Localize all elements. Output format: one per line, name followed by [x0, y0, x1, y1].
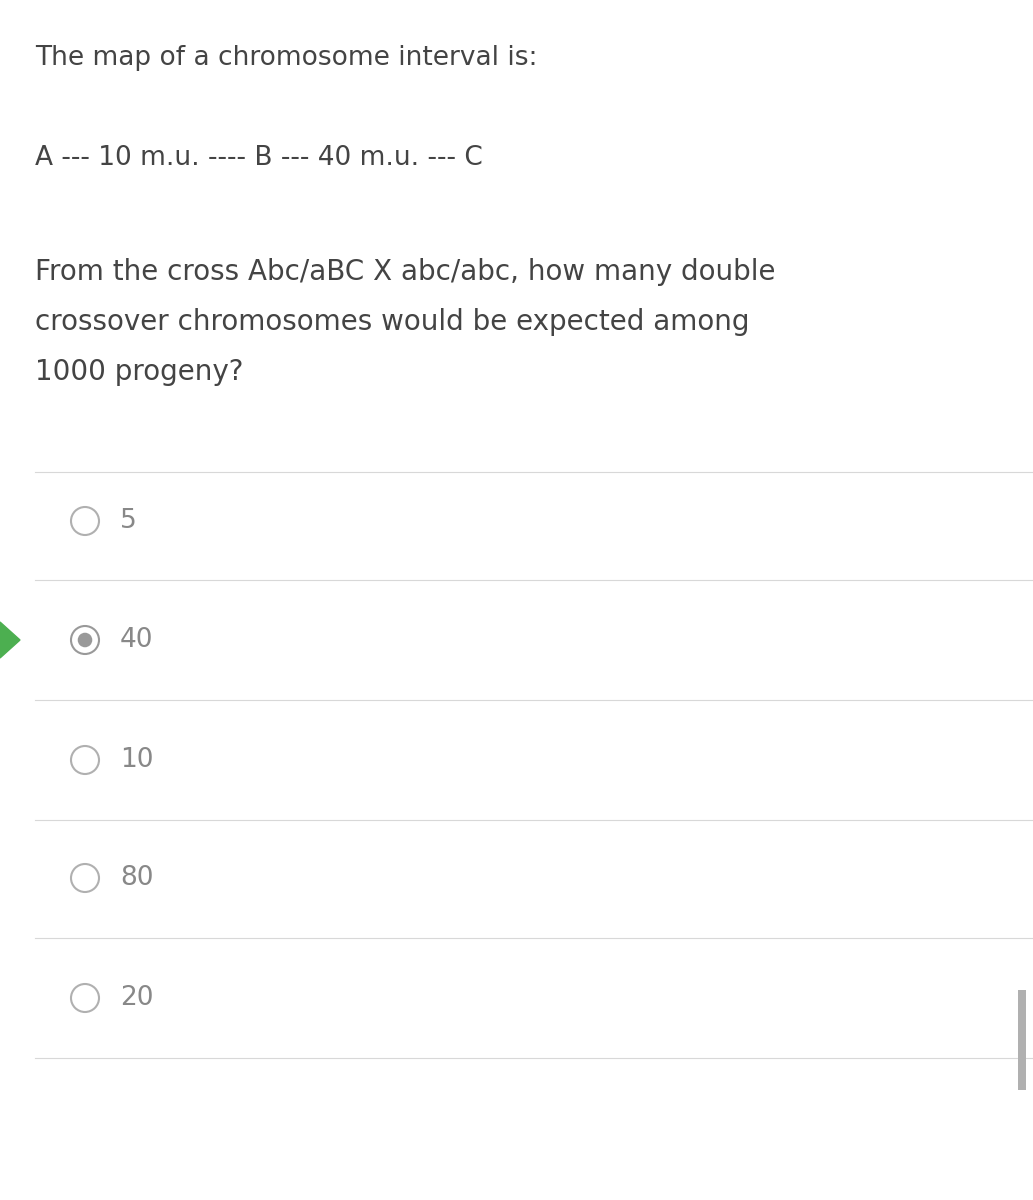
Text: A --- 10 m.u. ---- B --- 40 m.u. --- C: A --- 10 m.u. ---- B --- 40 m.u. --- C — [35, 145, 482, 170]
Text: 20: 20 — [120, 985, 154, 1010]
Text: From the cross Abc/aBC X abc/abc, how many double: From the cross Abc/aBC X abc/abc, how ma… — [35, 258, 776, 286]
Circle shape — [77, 632, 92, 647]
Text: The map of a chromosome interval is:: The map of a chromosome interval is: — [35, 44, 537, 71]
Bar — [1018, 990, 1026, 1090]
Polygon shape — [0, 622, 20, 658]
Text: crossover chromosomes would be expected among: crossover chromosomes would be expected … — [35, 308, 750, 336]
Text: 1000 progeny?: 1000 progeny? — [35, 358, 244, 386]
Text: 40: 40 — [120, 626, 154, 653]
Text: 10: 10 — [120, 746, 154, 773]
Text: 80: 80 — [120, 865, 154, 890]
Text: 5: 5 — [120, 508, 136, 534]
